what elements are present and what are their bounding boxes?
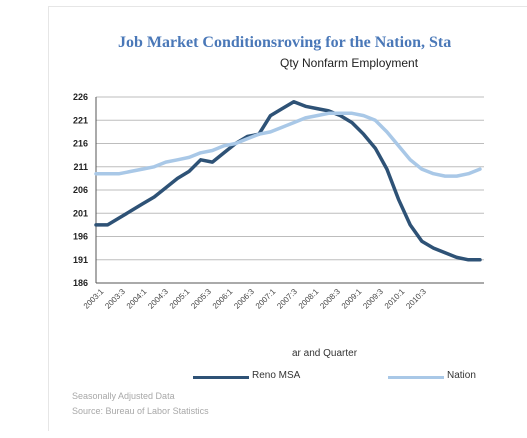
chart-frame (48, 6, 527, 431)
x-tick-label: 2006:3 (232, 287, 256, 311)
legend-swatch-reno (193, 376, 249, 379)
legend-label-nation: Nation (447, 370, 476, 381)
x-tick-label: 2004:1 (125, 287, 149, 311)
y-tick-label: 196 (73, 232, 88, 242)
x-tick-label: 2004:3 (146, 287, 170, 311)
y-tick-label: 211 (73, 162, 88, 172)
y-tick-label: 216 (73, 139, 88, 149)
y-tick-label: 206 (73, 185, 88, 195)
series-line-nation (94, 111, 482, 178)
x-tick-label: 2009:3 (361, 287, 385, 311)
x-tick-label: 2003:3 (103, 287, 127, 311)
x-tick-label: 2010:3 (404, 287, 428, 311)
x-tick-label: 2007:3 (275, 287, 299, 311)
y-tick-label: 226 (73, 92, 88, 102)
y-tick-label: 201 (73, 208, 88, 218)
x-tick-label: 2009:1 (340, 287, 364, 311)
x-tick-label: 2008:3 (318, 287, 342, 311)
y-tick-label: 191 (73, 255, 88, 265)
chart-subtitle: Qty Nonfarm Employment (280, 56, 419, 70)
x-tick-label: 2007:1 (254, 287, 278, 311)
x-tick-label: 2003:1 (82, 287, 106, 311)
y-tick-label: 221 (73, 115, 88, 125)
note-seasonal: Seasonally Adjusted Data (72, 391, 175, 401)
x-tick-label: 2008:1 (297, 287, 321, 311)
chart-title: Job Market Conditionsroving for the Nati… (118, 34, 452, 51)
x-axis-label: ar and Quarter (292, 348, 358, 359)
legend-label-reno: Reno MSA (252, 370, 301, 381)
x-tick-label: 2005:3 (189, 287, 213, 311)
x-tick-label: 2005:1 (168, 287, 192, 311)
legend-swatch-nation (388, 376, 444, 379)
series-line-reno (94, 99, 482, 262)
x-tick-label: 2010:1 (383, 287, 407, 311)
note-source: Source: Bureau of Labor Statistics (72, 406, 209, 416)
x-tick-label: 2006:1 (211, 287, 235, 311)
y-tick-label: 186 (73, 278, 88, 288)
